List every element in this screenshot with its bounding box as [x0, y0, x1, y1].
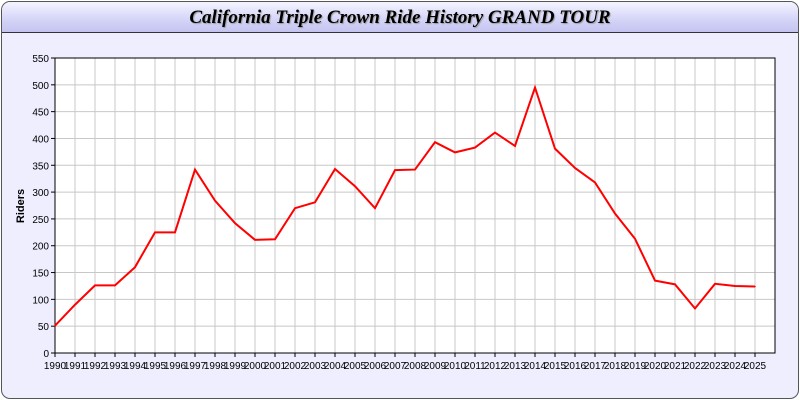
x-tick-label: 2000 — [244, 361, 267, 372]
x-tick-label: 2018 — [604, 361, 627, 372]
x-tick-label: 2015 — [544, 361, 567, 372]
x-tick-label: 2016 — [564, 361, 587, 372]
x-tick-label: 1995 — [144, 361, 167, 372]
data-point — [634, 237, 636, 240]
data-point — [594, 181, 596, 184]
data-point — [574, 167, 576, 169]
x-tick-label: 2001 — [264, 361, 287, 372]
data-point — [114, 284, 116, 287]
data-point — [254, 239, 256, 241]
data-point — [714, 283, 716, 285]
x-tick-label: 2017 — [584, 361, 607, 372]
x-tick-label: 2013 — [504, 361, 527, 372]
data-point — [234, 222, 236, 224]
data-point — [494, 131, 496, 134]
data-point — [454, 151, 456, 154]
y-tick-label: 350 — [32, 161, 49, 172]
data-point — [554, 147, 556, 150]
title-bar: California Triple Crown Ride History GRA… — [2, 2, 798, 33]
data-point — [654, 279, 656, 282]
x-tick-label: 1992 — [84, 361, 107, 372]
data-point — [614, 212, 616, 215]
x-tick-label: 2025 — [744, 361, 767, 372]
y-tick-label: 450 — [32, 108, 49, 119]
x-tick-label: 1991 — [64, 361, 87, 372]
x-tick-label: 1994 — [124, 361, 147, 372]
x-tick-label: 2021 — [664, 361, 687, 372]
x-tick-label: 2020 — [644, 361, 667, 372]
data-point — [134, 266, 136, 268]
x-tick-label: 1993 — [104, 361, 127, 372]
y-tick-label: 200 — [32, 242, 49, 253]
data-point — [474, 146, 476, 149]
data-point — [514, 145, 516, 147]
x-tick-label: 2007 — [384, 361, 407, 372]
data-point — [534, 86, 536, 89]
y-tick-label: 500 — [32, 81, 49, 92]
data-point — [334, 168, 336, 170]
x-tick-label: 2023 — [704, 361, 727, 372]
data-point — [754, 285, 756, 288]
x-tick-label: 2024 — [724, 361, 747, 372]
y-tick-label: 50 — [38, 322, 50, 333]
x-tick-label: 2019 — [624, 361, 647, 372]
x-tick-label: 2004 — [324, 361, 347, 372]
data-point — [674, 283, 676, 286]
x-tick-label: 2005 — [344, 361, 367, 372]
y-tick-label: 100 — [32, 295, 49, 306]
y-tick-label: 400 — [32, 134, 49, 145]
data-point — [154, 231, 156, 234]
x-tick-label: 2012 — [484, 361, 507, 372]
y-tick-label: 250 — [32, 215, 49, 226]
x-tick-label: 2008 — [404, 361, 427, 372]
chart-title: California Triple Crown Ride History GRA… — [189, 7, 611, 28]
x-tick-label: 2003 — [304, 361, 327, 372]
y-axis-label: Riders — [15, 189, 27, 223]
x-tick-label: 1990 — [44, 361, 67, 372]
data-point — [694, 307, 696, 310]
data-point — [194, 168, 196, 171]
x-tick-label: 1996 — [164, 361, 187, 372]
plot-border — [54, 57, 776, 354]
x-tick-label: 2022 — [684, 361, 707, 372]
x-tick-label: 1998 — [204, 361, 227, 372]
data-point — [414, 168, 416, 171]
data-point — [734, 285, 736, 287]
data-point — [294, 207, 296, 209]
data-point — [94, 284, 96, 287]
data-point — [214, 199, 216, 202]
data-point — [274, 238, 276, 241]
y-tick-label: 0 — [43, 349, 49, 360]
data-point — [354, 185, 356, 187]
y-tick-label: 550 — [32, 54, 49, 65]
x-tick-label: 2009 — [424, 361, 447, 372]
y-tick-label: 150 — [32, 269, 49, 280]
x-tick-label: 2011 — [464, 361, 486, 372]
series-line — [54, 84, 756, 327]
x-tick-label: 2014 — [524, 361, 547, 372]
x-tick-label: 2006 — [364, 361, 387, 372]
x-tick-label: 2002 — [284, 361, 307, 372]
data-point — [54, 324, 56, 327]
data-point — [314, 201, 316, 204]
x-tick-label: 2010 — [444, 361, 467, 372]
x-tick-label: 1997 — [184, 361, 207, 372]
data-point — [394, 169, 396, 171]
data-point — [174, 231, 176, 234]
data-point — [374, 207, 376, 209]
x-tick-label: 1999 — [224, 361, 247, 372]
y-tick-label: 300 — [32, 188, 49, 199]
data-point — [434, 141, 436, 144]
data-point — [74, 303, 76, 306]
